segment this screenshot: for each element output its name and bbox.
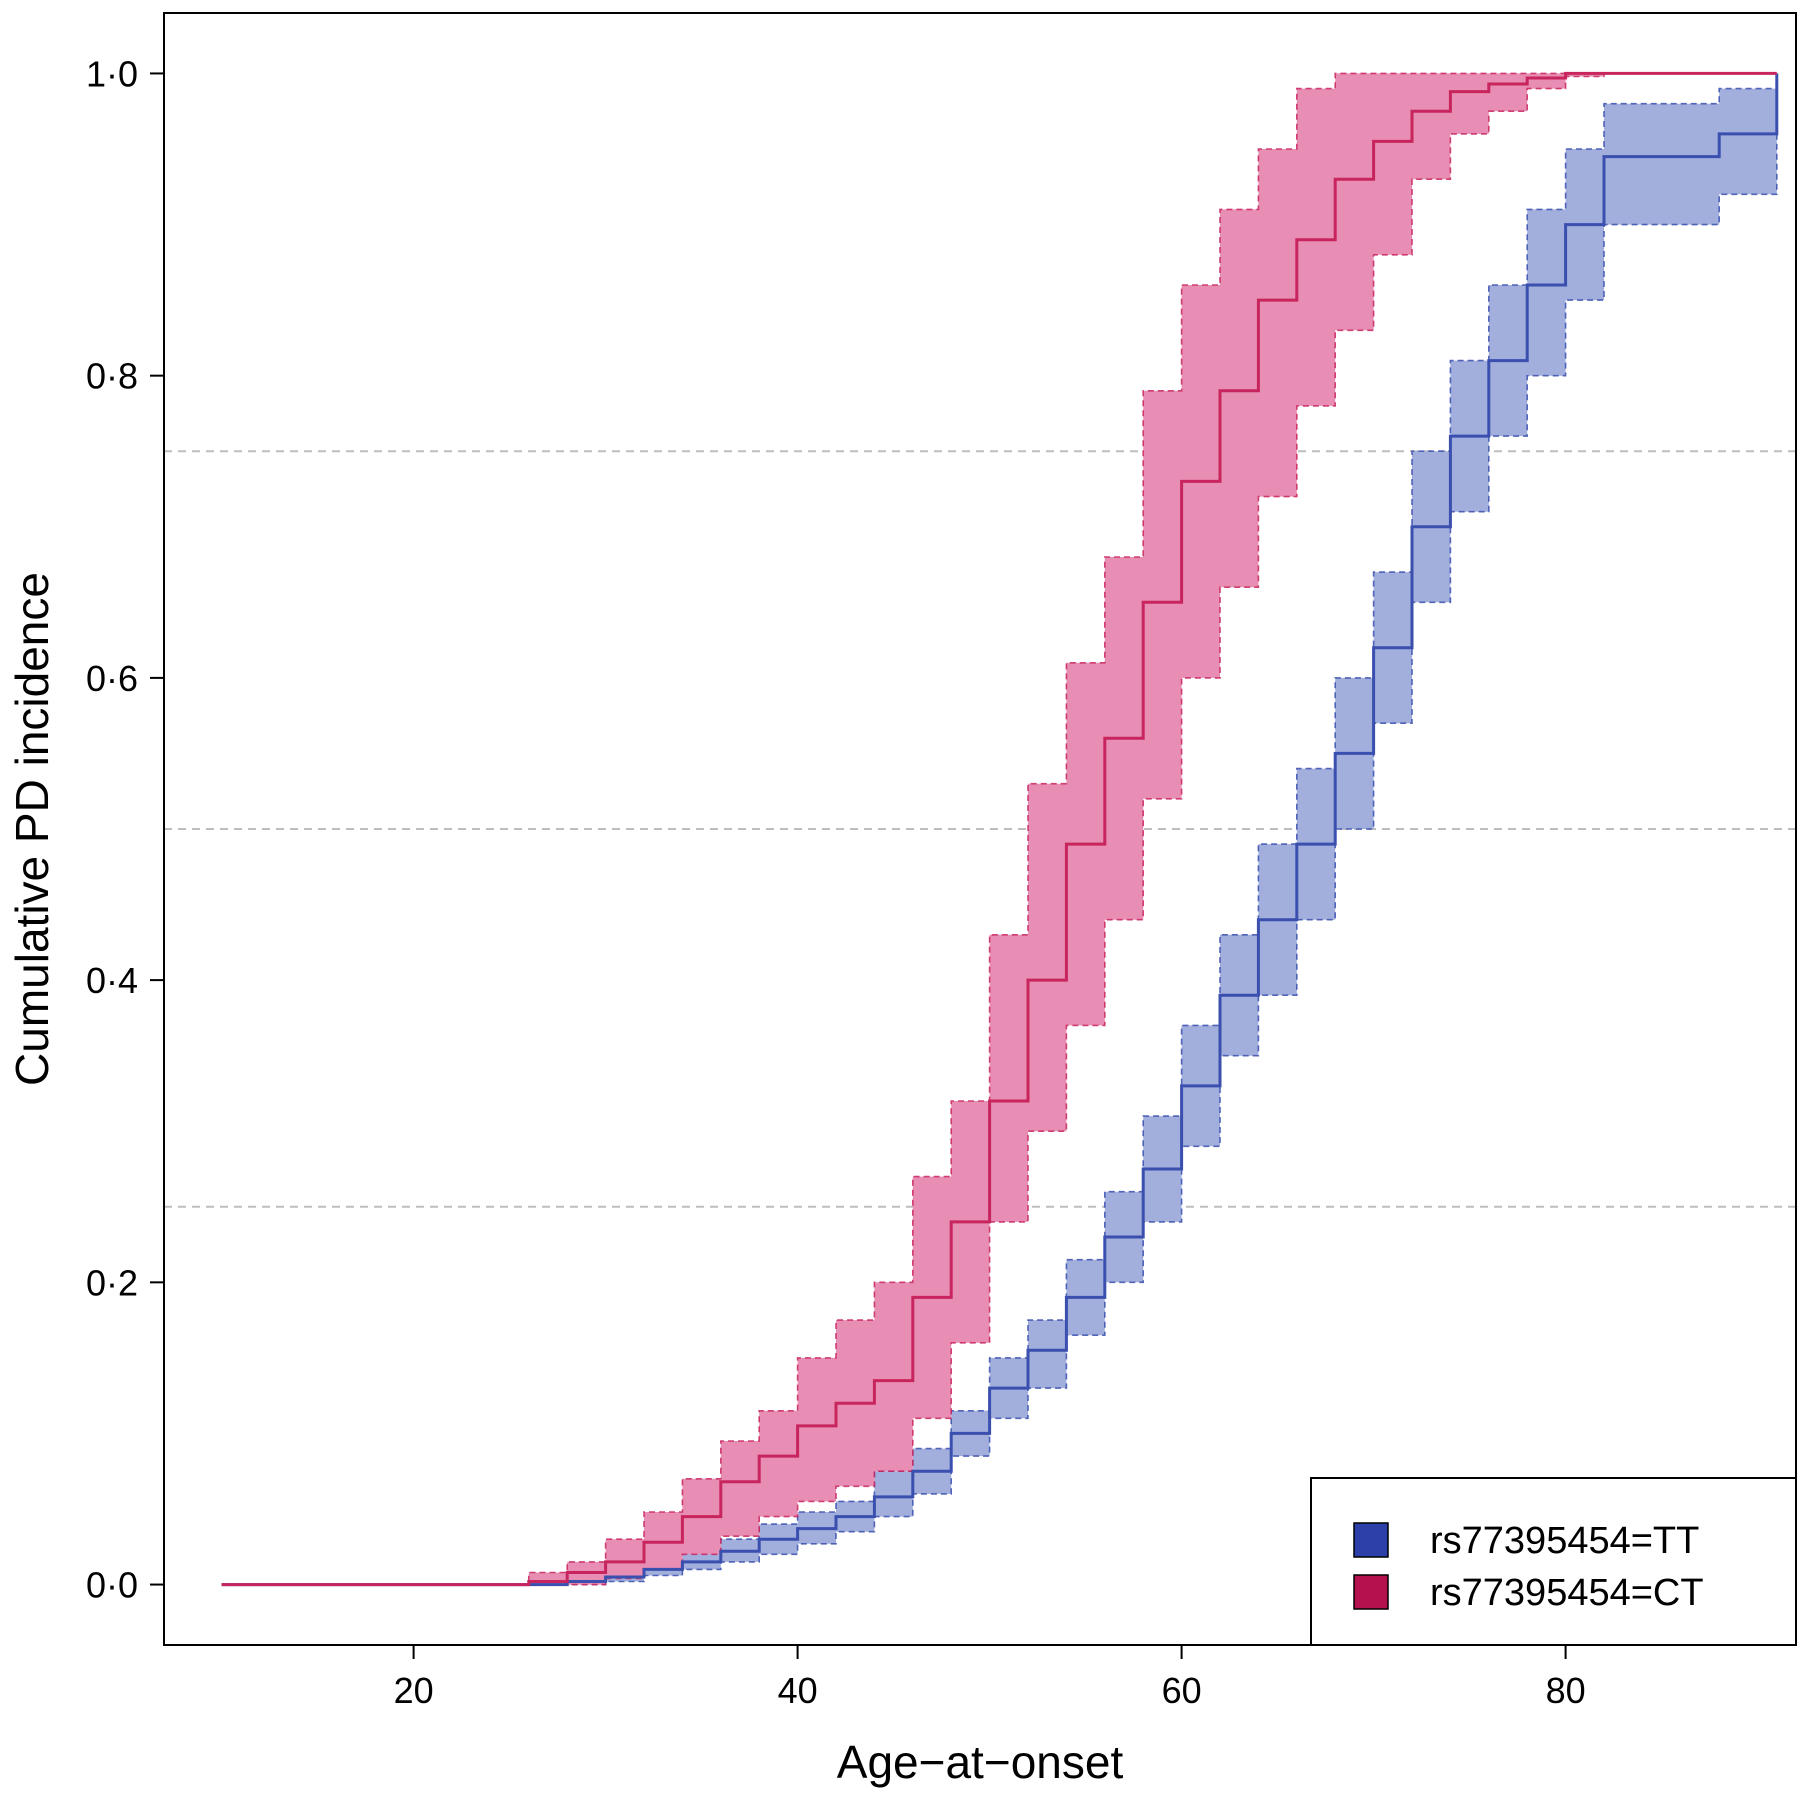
- y-tick-label-1: 0·2: [86, 1262, 138, 1303]
- upper-bound-series-0: [221, 73, 1778, 1586]
- plot-frame: [163, 12, 1797, 1646]
- band-series-0: [221, 73, 1777, 1585]
- confidence-bands: [221, 72, 1778, 1586]
- y-tick-label-4: 0·8: [86, 356, 138, 397]
- lower-bound-series-0: [221, 73, 1778, 1586]
- x-axis: 20 40 60 80: [394, 1645, 1586, 1711]
- y-axis: 0·0 0·2 0·4 0·6 0·8 1·0: [86, 53, 164, 1606]
- x-tick-label-3: 80: [1546, 1670, 1586, 1711]
- legend-box: [1310, 1477, 1797, 1646]
- legend: rs77395454=TT rs77395454=CT: [1310, 1477, 1797, 1646]
- upper-bound-series-1: [221, 72, 1777, 1586]
- legend-swatch-0: [1353, 1522, 1389, 1558]
- line-series-1: [221, 71, 1777, 1587]
- y-tick-label-2: 0·4: [86, 960, 138, 1001]
- series-lines: [221, 71, 1779, 1587]
- legend-swatch-1: [1353, 1574, 1389, 1610]
- y-tick-label-0: 0·0: [86, 1565, 138, 1606]
- y-tick-label-5: 1·0: [86, 53, 138, 94]
- y-axis-title: Cumulative PD incidence: [6, 572, 58, 1086]
- x-tick-label-2: 60: [1162, 1670, 1202, 1711]
- reference-lines: [164, 450, 1796, 1208]
- x-tick-label-1: 40: [778, 1670, 818, 1711]
- line-series-0: [221, 73, 1779, 1587]
- legend-label-1: rs77395454=CT: [1430, 1572, 1704, 1614]
- x-tick-label-0: 20: [394, 1670, 434, 1711]
- y-tick-label-3: 0·6: [86, 658, 138, 699]
- lower-bound-series-1: [221, 72, 1777, 1586]
- legend-label-0: rs77395454=TT: [1430, 1520, 1699, 1562]
- x-axis-title: Age−at−onset: [837, 1736, 1124, 1788]
